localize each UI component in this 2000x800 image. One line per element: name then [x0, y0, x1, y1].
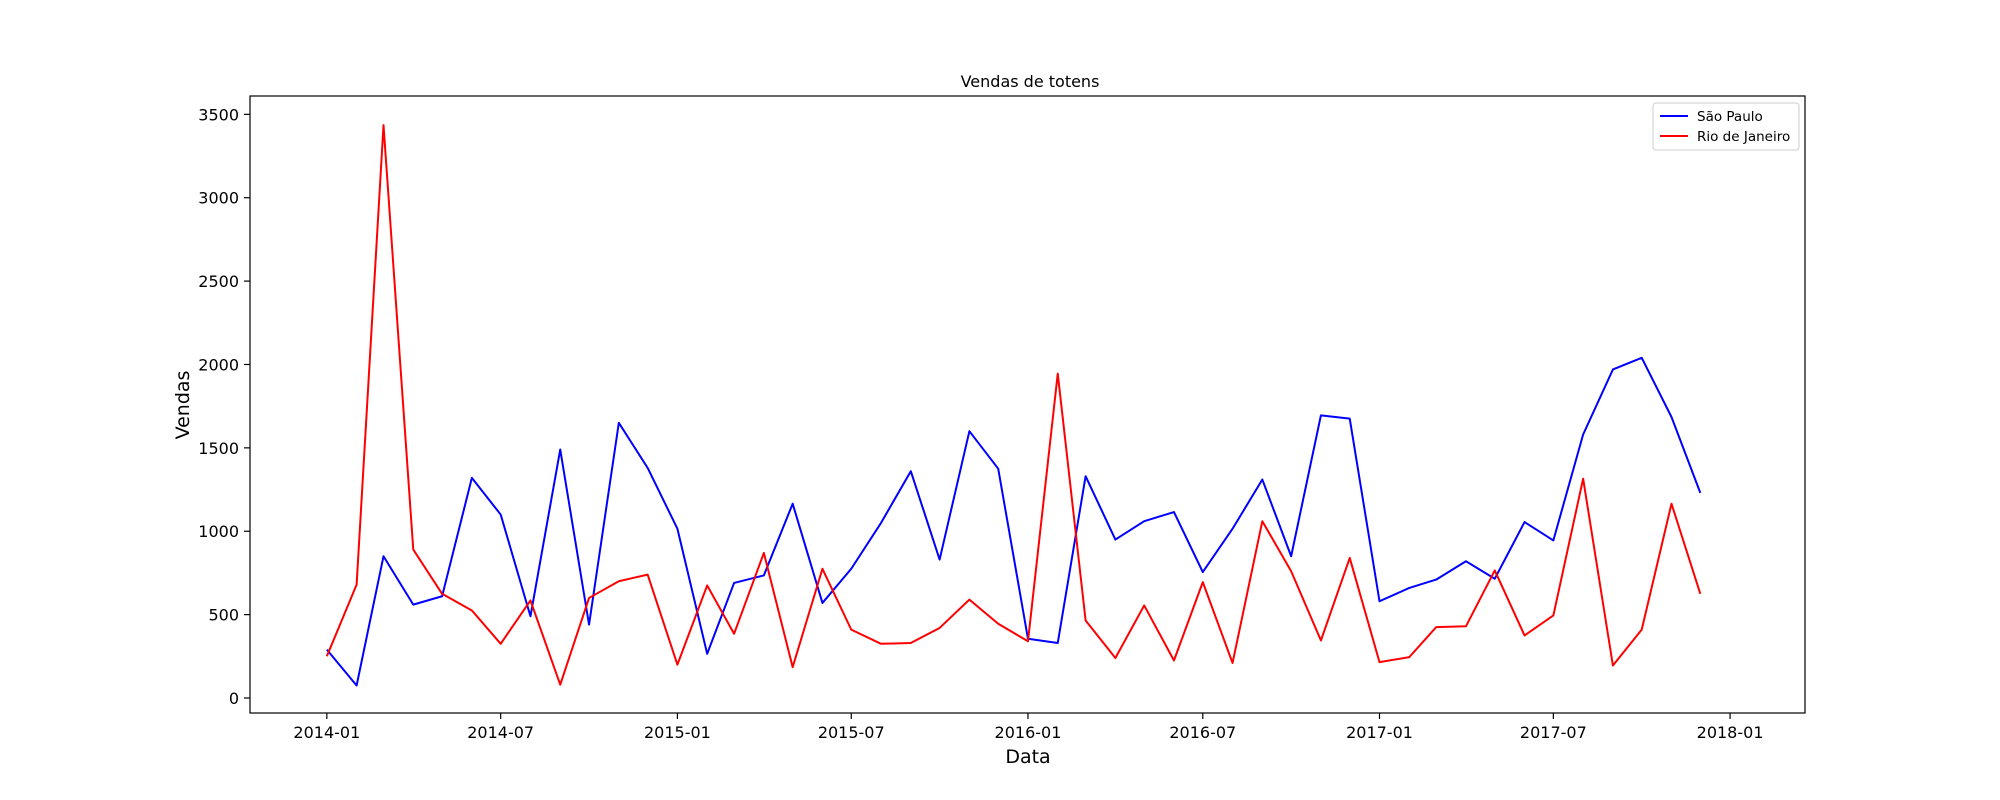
y-tick-label: 1000: [198, 522, 239, 541]
y-tick-label: 0: [229, 689, 239, 708]
y-tick-label: 3000: [198, 189, 239, 208]
y-axis-label: Vendas: [172, 371, 194, 440]
x-tick-label: 2016-01: [995, 723, 1062, 742]
y-tick-label: 3500: [198, 105, 239, 124]
x-tick-label: 2015-01: [644, 723, 711, 742]
y-axis: 0 500 1000 1500 2000 2500 3000 3500: [198, 105, 250, 708]
x-tick-label: 2014-01: [293, 723, 360, 742]
plot-area-frame: [249, 95, 1806, 714]
y-tick-label: 2000: [198, 355, 239, 374]
y-tick-label: 500: [208, 606, 239, 625]
x-tick-label: 2015-07: [818, 723, 885, 742]
x-tick-label: 2017-07: [1520, 723, 1587, 742]
x-axis-label: Data: [1005, 746, 1050, 768]
y-tick-label: 2500: [198, 272, 239, 291]
x-tick-label: 2018-01: [1697, 723, 1764, 742]
legend-label-0: São Paulo: [1697, 109, 1763, 125]
series-layer: [325, 124, 1702, 687]
x-axis: 2014-01 2014-07 2015-01 2015-07 2016-01 2016-…: [293, 713, 1764, 742]
x-tick-label: 2017-01: [1346, 723, 1413, 742]
legend-box: [1652, 102, 1800, 151]
legend: São Paulo Rio de Janeiro: [1652, 102, 1800, 151]
x-tick-label: 2014-07: [467, 723, 534, 742]
y-tick-label: 1500: [198, 439, 239, 458]
chart-title: Vendas de totens: [961, 72, 1100, 91]
x-tick-label: 2016-07: [1169, 723, 1236, 742]
legend-label-1: Rio de Janeiro: [1697, 129, 1790, 145]
series-line-0: [326, 356, 1702, 687]
series-line-1: [325, 124, 1702, 686]
